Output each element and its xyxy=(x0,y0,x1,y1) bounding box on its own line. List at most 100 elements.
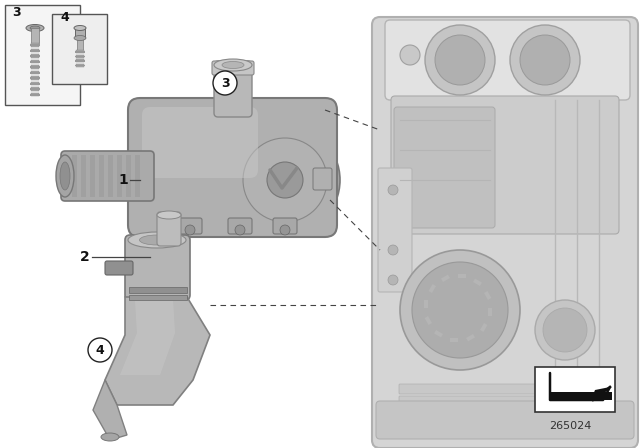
Bar xyxy=(31,54,39,57)
Circle shape xyxy=(425,25,495,95)
Bar xyxy=(129,295,187,300)
FancyBboxPatch shape xyxy=(399,408,601,418)
Circle shape xyxy=(185,225,195,235)
Circle shape xyxy=(213,71,237,95)
Bar xyxy=(126,155,131,197)
Bar xyxy=(72,155,77,197)
Bar xyxy=(75,65,85,66)
Circle shape xyxy=(510,25,580,95)
Ellipse shape xyxy=(128,232,186,248)
FancyBboxPatch shape xyxy=(399,420,601,430)
Ellipse shape xyxy=(56,155,74,197)
Bar xyxy=(31,76,39,79)
FancyBboxPatch shape xyxy=(125,235,190,300)
Bar xyxy=(76,64,84,66)
Bar xyxy=(30,44,40,46)
Circle shape xyxy=(543,308,587,352)
Circle shape xyxy=(388,185,398,195)
Text: 1: 1 xyxy=(118,173,128,187)
Circle shape xyxy=(88,338,112,362)
Polygon shape xyxy=(93,380,127,440)
FancyBboxPatch shape xyxy=(212,61,254,75)
Bar xyxy=(76,55,84,57)
Bar xyxy=(30,60,40,63)
Ellipse shape xyxy=(140,235,175,245)
Bar xyxy=(441,275,450,282)
Ellipse shape xyxy=(30,26,40,30)
Circle shape xyxy=(520,35,570,85)
FancyBboxPatch shape xyxy=(376,401,634,439)
Circle shape xyxy=(388,275,398,285)
FancyBboxPatch shape xyxy=(142,107,258,178)
Bar xyxy=(31,43,39,47)
Circle shape xyxy=(280,225,290,235)
FancyBboxPatch shape xyxy=(385,20,630,100)
FancyBboxPatch shape xyxy=(157,212,181,246)
FancyBboxPatch shape xyxy=(5,5,80,105)
Bar xyxy=(75,28,85,38)
Text: 3: 3 xyxy=(12,6,20,19)
Bar xyxy=(99,155,104,197)
Bar xyxy=(30,49,40,52)
Bar xyxy=(76,50,84,53)
Bar xyxy=(488,308,492,316)
Bar xyxy=(30,55,40,57)
Circle shape xyxy=(388,245,398,255)
Text: 265024: 265024 xyxy=(549,421,591,431)
FancyBboxPatch shape xyxy=(178,218,202,234)
Bar xyxy=(31,82,39,85)
Text: 2: 2 xyxy=(80,250,90,264)
FancyBboxPatch shape xyxy=(105,261,133,275)
FancyBboxPatch shape xyxy=(391,96,619,234)
Bar xyxy=(424,300,428,308)
Text: 3: 3 xyxy=(221,77,229,90)
Bar xyxy=(30,88,40,90)
Bar xyxy=(76,59,84,62)
Ellipse shape xyxy=(214,59,252,71)
Bar xyxy=(75,56,85,57)
Polygon shape xyxy=(120,300,175,375)
Ellipse shape xyxy=(157,211,181,219)
Circle shape xyxy=(412,262,508,358)
Bar xyxy=(30,66,40,68)
Circle shape xyxy=(235,225,245,235)
Circle shape xyxy=(400,250,520,370)
FancyBboxPatch shape xyxy=(61,151,154,201)
Bar xyxy=(458,274,466,278)
Polygon shape xyxy=(105,297,210,405)
Circle shape xyxy=(435,35,485,85)
Bar xyxy=(480,323,488,332)
Bar xyxy=(30,77,40,79)
Bar xyxy=(31,65,39,69)
FancyBboxPatch shape xyxy=(535,367,615,412)
Bar xyxy=(90,155,95,197)
Circle shape xyxy=(400,45,420,65)
Bar xyxy=(31,87,39,90)
Bar xyxy=(31,28,39,43)
FancyBboxPatch shape xyxy=(313,168,332,190)
Bar xyxy=(75,51,85,52)
FancyBboxPatch shape xyxy=(378,168,412,292)
FancyBboxPatch shape xyxy=(399,384,601,394)
FancyBboxPatch shape xyxy=(128,98,337,237)
Bar xyxy=(117,155,122,197)
FancyBboxPatch shape xyxy=(228,218,252,234)
Bar xyxy=(30,72,40,73)
Bar xyxy=(550,392,612,400)
Bar xyxy=(473,279,482,286)
Bar xyxy=(484,291,492,300)
FancyBboxPatch shape xyxy=(399,396,601,406)
Bar xyxy=(81,155,86,197)
Ellipse shape xyxy=(222,61,244,69)
Bar xyxy=(31,70,39,74)
Polygon shape xyxy=(591,387,610,400)
Circle shape xyxy=(243,138,327,222)
Ellipse shape xyxy=(74,35,86,40)
Text: 4: 4 xyxy=(60,11,68,24)
Bar xyxy=(108,155,113,197)
Bar xyxy=(135,155,140,197)
Bar xyxy=(30,94,40,95)
Bar xyxy=(75,60,85,61)
FancyBboxPatch shape xyxy=(214,61,252,117)
Bar xyxy=(424,316,432,325)
